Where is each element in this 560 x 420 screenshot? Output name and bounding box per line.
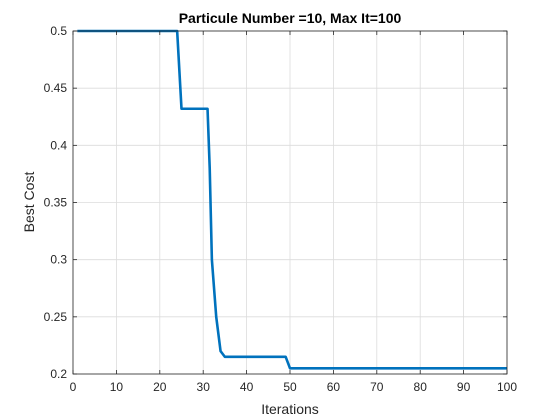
x-tick-label: 20 xyxy=(153,380,167,394)
y-tick-label: 0.35 xyxy=(44,196,68,210)
y-tick-label: 0.5 xyxy=(50,24,67,38)
y-axis-title: Best Cost xyxy=(21,172,37,233)
y-tick-label: 0.45 xyxy=(44,81,68,95)
tick-layer: 0 10 20 30 40 50 60 70 80 90 100 0.2 0.25 0.3 0.35 0.4 0… xyxy=(44,24,518,394)
x-tick-label: 90 xyxy=(457,380,471,394)
x-tick-label: 50 xyxy=(283,380,297,394)
series-layer xyxy=(77,29,507,370)
x-tick-label: 30 xyxy=(197,380,211,394)
best-cost-line xyxy=(77,29,507,370)
x-tick-label: 80 xyxy=(414,380,428,394)
x-tick-label: 60 xyxy=(327,380,341,394)
x-tick-label: 10 xyxy=(110,380,124,394)
x-tick-label: 0 xyxy=(70,380,77,394)
y-tick-label: 0.4 xyxy=(50,138,67,152)
y-tick-label: 0.25 xyxy=(44,310,68,324)
x-tick-label: 70 xyxy=(370,380,384,394)
x-tick-label: 100 xyxy=(497,380,517,394)
y-tick-label: 0.3 xyxy=(50,253,67,267)
y-tick-label: 0.2 xyxy=(50,367,67,381)
x-tick-label: 40 xyxy=(240,380,254,394)
chart-title: Particule Number =10, Max It=100 xyxy=(179,10,402,26)
x-axis-title: Iterations xyxy=(261,401,319,417)
